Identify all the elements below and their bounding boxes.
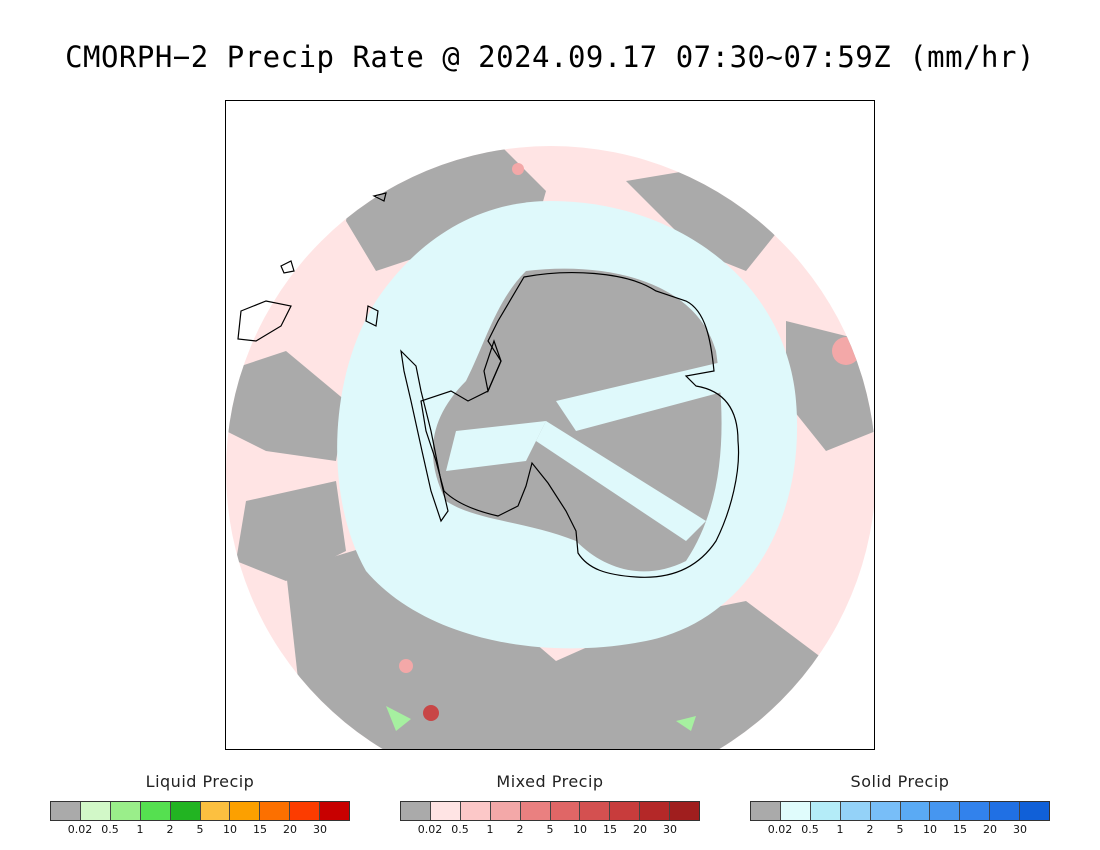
colorbar-swatch bbox=[290, 802, 321, 820]
colorbar-swatch bbox=[960, 802, 991, 820]
colorbar-swatch bbox=[1020, 802, 1050, 820]
colorbar-tick-label: 20 bbox=[283, 823, 297, 836]
colorbar-swatch bbox=[840, 802, 871, 820]
snow-streak-2 bbox=[536, 421, 706, 541]
colorbar-tick-label: 0.5 bbox=[801, 823, 819, 836]
colorbar-tick-label: 5 bbox=[196, 823, 204, 836]
legend-title: Mixed Precip bbox=[496, 772, 604, 791]
colorbar bbox=[750, 801, 1050, 821]
colorbar-swatch bbox=[870, 802, 901, 820]
colorbar-tick-label: 30 bbox=[663, 823, 677, 836]
legend-solid-precip: Solid Precip 0.02 0.5 1 2 5 10 15 20 30 bbox=[750, 772, 1050, 837]
mixed-cell-south bbox=[423, 705, 439, 721]
colorbar-tick-label: 20 bbox=[983, 823, 997, 836]
gray-region-west bbox=[226, 351, 346, 461]
colorbar-tick-label: 10 bbox=[573, 823, 587, 836]
peninsula-islands bbox=[365, 305, 379, 327]
colorbar-swatch bbox=[900, 802, 931, 820]
colorbar-swatch bbox=[320, 802, 350, 820]
colorbar-tick-label: 30 bbox=[313, 823, 327, 836]
colorbar-tick-label: 30 bbox=[1013, 823, 1027, 836]
colorbar-swatch bbox=[80, 802, 111, 820]
colorbar-swatch bbox=[810, 802, 841, 820]
gray-region-southwest bbox=[236, 481, 346, 581]
snow-streak-1 bbox=[556, 361, 726, 431]
liquid-spot-1 bbox=[386, 706, 411, 731]
colorbar-swatch bbox=[780, 802, 811, 820]
colorbar-tick-label: 0.02 bbox=[67, 823, 93, 836]
legend-title: Liquid Precip bbox=[145, 772, 255, 791]
colorbar-swatch bbox=[110, 802, 141, 820]
mixed-cell-north bbox=[512, 163, 524, 175]
coastlines bbox=[237, 192, 740, 578]
snow-streak-3 bbox=[446, 421, 546, 471]
colorbar-tick-label: 2 bbox=[166, 823, 174, 836]
colorbar-swatch bbox=[200, 802, 231, 820]
colorbar-tick-label: 5 bbox=[896, 823, 904, 836]
antarctica-coast bbox=[420, 272, 740, 578]
colorbar-ticks: 0.02 0.5 1 2 5 10 15 20 30 bbox=[400, 823, 700, 837]
colorbar-swatch bbox=[610, 802, 641, 820]
polar-map bbox=[225, 100, 875, 750]
polar-map-canvas bbox=[226, 146, 874, 749]
colorbar-tick-label: 1 bbox=[486, 823, 494, 836]
colorbar-tick-label: 0.02 bbox=[767, 823, 793, 836]
colorbar-swatch bbox=[580, 802, 611, 820]
colorbar-swatch bbox=[550, 802, 581, 820]
colorbar-swatch bbox=[230, 802, 261, 820]
colorbar-swatch bbox=[51, 802, 81, 820]
colorbar-swatch bbox=[640, 802, 671, 820]
colorbar-tick-label: 20 bbox=[633, 823, 647, 836]
south-america-tip bbox=[237, 300, 292, 342]
colorbar-swatch bbox=[170, 802, 201, 820]
colorbar bbox=[50, 801, 350, 821]
colorbar-swatch bbox=[670, 802, 700, 820]
legend-title: Solid Precip bbox=[850, 772, 950, 791]
colorbar-tick-label: 10 bbox=[923, 823, 937, 836]
south-georgia bbox=[372, 192, 387, 202]
colorbar-swatch bbox=[751, 802, 781, 820]
chart-title: CMORPH−2 Precip Rate @ 2024.09.17 07:30~… bbox=[65, 40, 1035, 74]
colorbar-swatch bbox=[930, 802, 961, 820]
colorbar-tick-label: 1 bbox=[836, 823, 844, 836]
colorbar-tick-label: 10 bbox=[223, 823, 237, 836]
ross-ice-front bbox=[483, 339, 502, 393]
legend-liquid-precip: Liquid Precip 0.02 0.5 1 2 5 10 15 20 30 bbox=[50, 772, 350, 837]
colorbar-swatch bbox=[430, 802, 461, 820]
colorbar-tick-label: 0.02 bbox=[417, 823, 443, 836]
colorbar-tick-label: 2 bbox=[866, 823, 874, 836]
colorbar-swatch bbox=[520, 802, 551, 820]
colorbar-tick-label: 0.5 bbox=[101, 823, 119, 836]
colorbar-tick-label: 15 bbox=[953, 823, 967, 836]
colorbar-tick-label: 5 bbox=[546, 823, 554, 836]
liquid-spot-2 bbox=[676, 716, 696, 731]
mixed-cell-southwest bbox=[399, 659, 413, 673]
colorbar-swatch bbox=[260, 802, 291, 820]
mixed-cell-east bbox=[832, 337, 860, 365]
colorbar-tick-label: 2 bbox=[516, 823, 524, 836]
precip-field bbox=[226, 146, 874, 749]
colorbar-tick-label: 15 bbox=[253, 823, 267, 836]
colorbar-swatch bbox=[401, 802, 431, 820]
colorbar-swatch bbox=[460, 802, 491, 820]
colorbar-swatch bbox=[490, 802, 521, 820]
colorbar-swatch bbox=[140, 802, 171, 820]
colorbar-ticks: 0.02 0.5 1 2 5 10 15 20 30 bbox=[50, 823, 350, 837]
colorbar bbox=[400, 801, 700, 821]
colorbar-tick-label: 1 bbox=[136, 823, 144, 836]
antarctic-peninsula bbox=[400, 349, 449, 523]
falkland-islands bbox=[280, 260, 295, 274]
colorbar-tick-label: 0.5 bbox=[451, 823, 469, 836]
colorbar-ticks: 0.02 0.5 1 2 5 10 15 20 30 bbox=[750, 823, 1050, 837]
legend-mixed-precip: Mixed Precip 0.02 0.5 1 2 5 10 15 20 30 bbox=[400, 772, 700, 837]
colorbar-swatch bbox=[990, 802, 1021, 820]
colorbar-tick-label: 15 bbox=[603, 823, 617, 836]
